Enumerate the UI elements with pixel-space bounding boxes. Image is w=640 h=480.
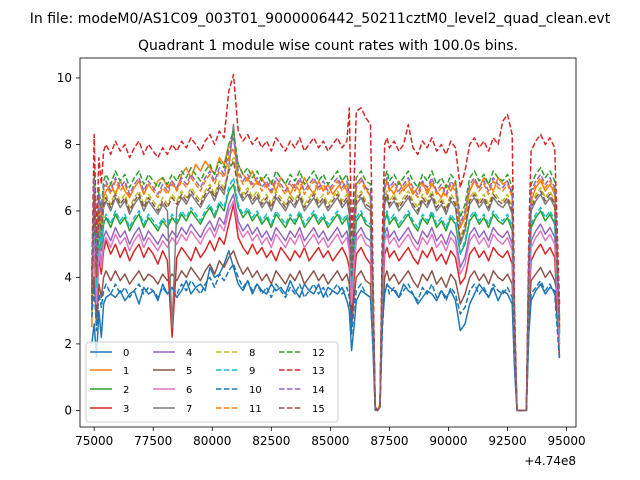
series-line-4 (91, 193, 561, 412)
series-line-5 (91, 250, 561, 412)
legend-label-2: 2 (123, 385, 129, 396)
y-tick-label: 6 (64, 204, 72, 218)
series-line-9 (91, 176, 561, 412)
legend-label-6: 6 (186, 385, 192, 396)
chart-title: Quadrant 1 module wise count rates with … (138, 38, 518, 54)
series-line-8 (91, 156, 561, 412)
y-tick-label: 4 (64, 270, 72, 284)
x-offset-label: +4.74e8 (524, 454, 576, 468)
legend-label-13: 13 (312, 366, 325, 377)
legend-label-5: 5 (186, 366, 192, 377)
series-line-7 (91, 123, 561, 412)
x-tick-label: 82500 (252, 434, 290, 448)
series-line-6 (91, 200, 561, 412)
legend-label-7: 7 (186, 404, 192, 415)
legend-label-1: 1 (123, 366, 129, 377)
x-tick-label: 80000 (193, 434, 231, 448)
y-tick-label: 8 (64, 137, 72, 151)
legend-label-8: 8 (249, 348, 255, 359)
series-line-10 (91, 263, 561, 412)
legend-label-0: 0 (123, 348, 129, 359)
x-tick-label: 77500 (134, 434, 172, 448)
legend-label-15: 15 (312, 404, 325, 415)
plot-frame (79, 57, 577, 428)
legend-label-11: 11 (249, 404, 262, 415)
x-tick-label: 95000 (547, 434, 585, 448)
legend-label-3: 3 (123, 404, 129, 415)
x-tick-label: 85000 (311, 434, 349, 448)
y-axis: 0 2 4 6 8 10 (57, 71, 80, 417)
legend-frame (85, 341, 339, 423)
x-tick-label: 90000 (429, 434, 467, 448)
series-line-11 (91, 147, 561, 412)
series-line-2 (91, 183, 561, 412)
x-axis: 75000 77500 80000 82500 85000 87500 90000 92500… (75, 427, 586, 448)
series-line-13 (91, 73, 561, 412)
y-tick-label: 0 (64, 403, 72, 417)
x-tick-label: 92500 (488, 434, 526, 448)
series-line-12 (91, 130, 561, 412)
x-tick-label: 75000 (75, 434, 113, 448)
suptitle: In file: modeM0/AS1C09_003T01_9000006442… (30, 11, 611, 27)
series-line-14 (91, 137, 561, 412)
series-line-15 (91, 160, 561, 412)
legend-label-9: 9 (249, 366, 255, 377)
legend-label-10: 10 (249, 385, 262, 396)
legend-label-14: 14 (312, 385, 325, 396)
y-tick-label: 10 (57, 71, 72, 85)
series-layer (91, 73, 561, 412)
legend-label-4: 4 (186, 348, 192, 359)
x-tick-label: 87500 (370, 434, 408, 448)
legend-label-12: 12 (312, 348, 325, 359)
y-tick-label: 2 (64, 337, 72, 351)
series-line-3 (91, 203, 561, 412)
